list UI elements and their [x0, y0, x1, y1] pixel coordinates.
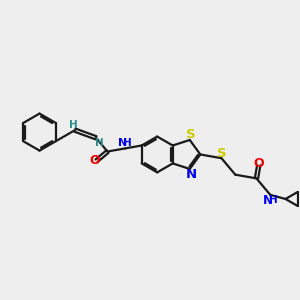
Text: N: N [185, 167, 197, 181]
Text: H: H [69, 120, 78, 130]
Text: H: H [123, 138, 132, 148]
Text: S: S [185, 128, 195, 141]
Text: O: O [254, 158, 264, 170]
Text: N: N [118, 138, 128, 148]
Text: S: S [217, 147, 227, 160]
Text: H: H [94, 138, 103, 148]
Text: N: N [262, 194, 273, 207]
Text: H: H [268, 195, 277, 205]
Text: O: O [90, 154, 100, 167]
